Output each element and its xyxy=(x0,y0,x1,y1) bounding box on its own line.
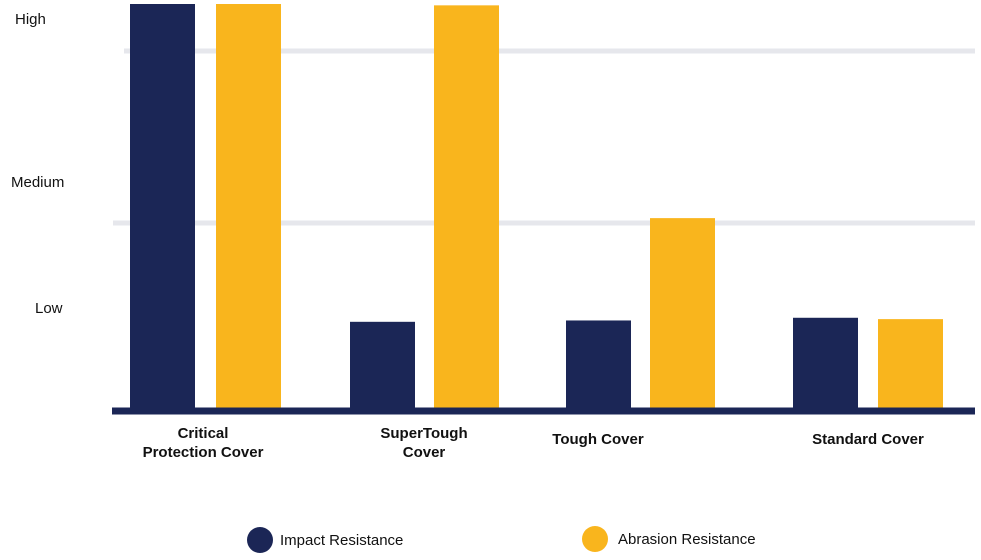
bar-impact-resistance-4 xyxy=(793,317,858,409)
legend-label-impact-resistance: Impact Resistance xyxy=(280,532,403,549)
bar-impact-resistance-1 xyxy=(130,4,195,409)
legend-item-abrasion-resistance: Abrasion Resistance xyxy=(582,526,756,552)
x-tick-label-1: Critical Protection Cover xyxy=(143,425,264,461)
y-tick-label-medium: Medium xyxy=(11,174,64,191)
bar-abrasion-resistance-3 xyxy=(650,218,715,409)
x-tick-labels: Critical Protection Cover SuperTough Cover T… xyxy=(143,425,924,461)
bar-abrasion-resistance-2 xyxy=(434,5,499,409)
bars xyxy=(130,4,943,409)
x-tick-label-2: SuperTough Cover xyxy=(380,425,467,461)
y-tick-labels: Low Medium High xyxy=(11,11,64,317)
legend: Impact Resistance Abrasion Resistance xyxy=(247,526,756,553)
x-tick-label-4: Standard Cover xyxy=(812,431,924,448)
bar-abrasion-resistance-4 xyxy=(878,319,943,409)
bar-abrasion-resistance-1 xyxy=(216,4,281,409)
y-tick-label-high: High xyxy=(15,11,46,28)
legend-swatch-impact-resistance xyxy=(247,527,273,553)
x-tick-label-3: Tough Cover xyxy=(552,431,644,448)
y-tick-label-low: Low xyxy=(35,300,63,317)
legend-item-impact-resistance: Impact Resistance xyxy=(247,527,403,553)
legend-label-abrasion-resistance: Abrasion Resistance xyxy=(618,531,756,548)
legend-swatch-abrasion-resistance xyxy=(582,526,608,552)
bar-impact-resistance-2 xyxy=(350,321,415,409)
bar-impact-resistance-3 xyxy=(566,320,631,409)
